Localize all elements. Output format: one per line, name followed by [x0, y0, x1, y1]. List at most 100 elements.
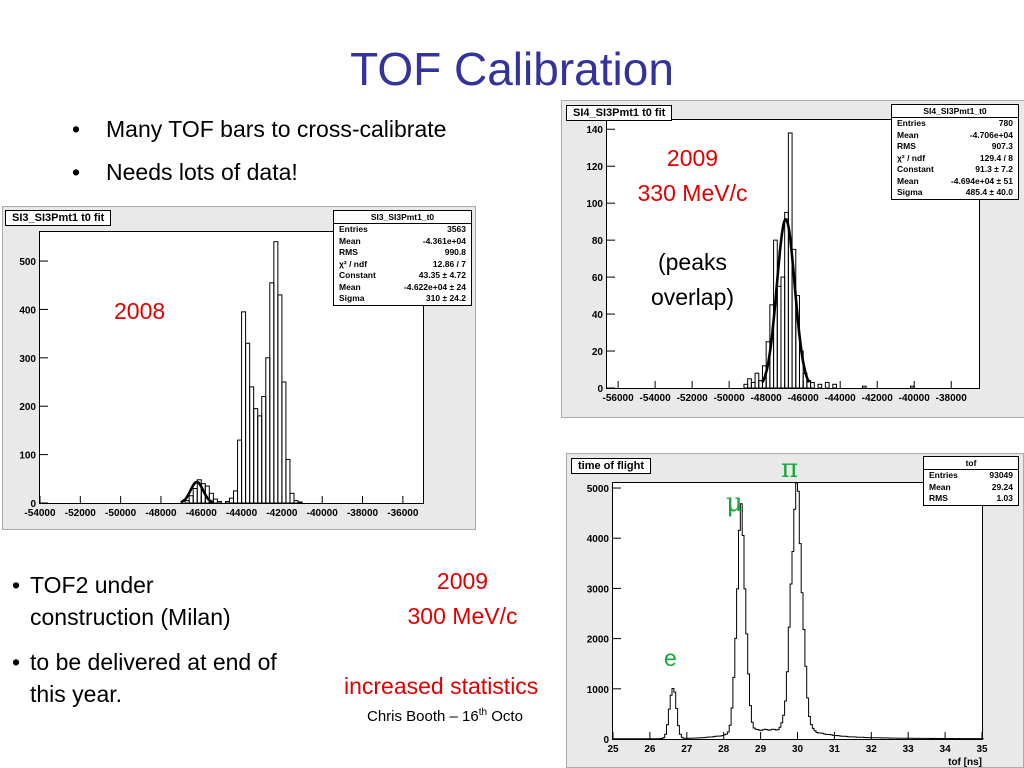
- histogram-bin: [281, 381, 287, 504]
- stats-value: 29.24: [991, 481, 1013, 492]
- stats-key: Mean: [339, 235, 361, 246]
- y-tick-label: 140: [586, 125, 603, 136]
- annotation-tof-year: 2009: [436, 568, 489, 594]
- histogram-bin: [245, 342, 251, 504]
- stats-key: Constant: [339, 270, 376, 280]
- stats-key: Mean: [929, 481, 951, 492]
- tof-spectrum-line: [613, 482, 984, 740]
- x-axis-label: tof [ns]: [948, 757, 982, 767]
- x-tick-label: -40000: [307, 508, 339, 519]
- y-tick-label: 40: [592, 310, 604, 321]
- histogram-bin: [750, 381, 756, 389]
- x-tick-label: 26: [644, 744, 656, 755]
- stats-key: Entries: [929, 470, 958, 480]
- footer-sup: th: [478, 707, 488, 718]
- y-tick-label: 20: [592, 347, 604, 358]
- histogram-bin: [253, 408, 259, 504]
- footer-prefix: Chris Booth – 16: [367, 708, 479, 725]
- stats-value: 780: [998, 118, 1013, 128]
- stats-key: RMS: [897, 141, 916, 151]
- histogram-bin: [233, 490, 239, 504]
- stats-key: RMS: [929, 493, 948, 503]
- histogram-bin: [780, 276, 786, 389]
- y-tick-label: 2000: [587, 635, 610, 646]
- plot-2009-svg: -56000 -54000 -52000 -50000 -48000 -46000 -440…: [586, 125, 967, 404]
- histogram-bin: [747, 378, 752, 389]
- histogram-bin: [289, 492, 295, 504]
- stats-value: 310 ± 24.2: [425, 293, 466, 303]
- annotation-2009-energy: 330 MeV/c: [637, 180, 748, 206]
- annotation-electron: e: [664, 645, 677, 671]
- bullet-delivery-line1: to be delivered at end of: [30, 649, 277, 675]
- histogram-bin: [216, 501, 222, 504]
- gaussian-fit-curve: [180, 480, 214, 504]
- y-tick-label: 300: [19, 354, 36, 365]
- stats-row: Entries 3563: [334, 224, 471, 236]
- x-tick-label: 32: [866, 744, 878, 755]
- histogram-bin: [273, 241, 279, 504]
- stats-row: Mean -4.622e+04 ± 24: [334, 282, 471, 294]
- stats-key: Mean: [339, 281, 361, 292]
- stats-key: Sigma: [897, 187, 923, 197]
- y-tick-label: 80: [592, 236, 604, 247]
- y-tick-label: 60: [592, 273, 604, 284]
- stats-key: χ² / ndf: [339, 258, 368, 269]
- histogram-bin: [824, 381, 830, 389]
- stats-value: 1.03: [996, 493, 1013, 503]
- bullet-tof2-line1: TOF2 under: [30, 572, 154, 598]
- x-tick-label: -36000: [387, 508, 419, 519]
- histogram-bin: [208, 492, 214, 504]
- bullet-delivery-line2: this year.: [30, 681, 123, 707]
- stats-key: RMS: [339, 247, 358, 257]
- stats-key: χ² / ndf: [897, 152, 926, 163]
- y-tick-label: 100: [19, 451, 36, 462]
- stats-value: 12.86 / 7: [432, 258, 466, 269]
- y-tick-label: 0: [30, 499, 36, 510]
- histogram-bin: [810, 381, 815, 389]
- stats-key: Entries: [897, 118, 926, 128]
- stats-row: RMS 907.3: [892, 141, 1018, 153]
- x-tick-label: 34: [940, 744, 952, 755]
- bullet-dot: •: [72, 116, 81, 142]
- bullet-dot: •: [12, 572, 21, 598]
- x-tick-label: 35: [976, 744, 988, 755]
- histogram-bin: [776, 285, 782, 389]
- plot-2008-title: SI3_SI3Pmt1 t0 fit: [5, 210, 112, 226]
- histogram-bin: [861, 385, 867, 389]
- stats-value: 129.4 / 8: [979, 152, 1013, 163]
- stats-row: χ² / ndf 129.4 / 8: [892, 153, 1018, 165]
- plot-2009-panel: -56000 -54000 -52000 -50000 -48000 -46000 -440…: [561, 100, 1024, 418]
- stats-row: Mean -4.694e+04 ± 51: [892, 176, 1018, 188]
- x-tick-label: 33: [903, 744, 915, 755]
- histogram-bin: [257, 415, 263, 504]
- stats-row: RMS 990.8: [334, 247, 471, 259]
- footer-credit: Chris Booth – 16th Octo: [367, 707, 565, 725]
- y-tick-label: 5000: [587, 484, 610, 495]
- stats-row: RMS 1.03: [924, 493, 1018, 505]
- stats-value: 485.4 ± 40.0: [965, 187, 1013, 197]
- annotation-2008: 2008: [114, 298, 166, 324]
- bottom-bullet-list: • TOF2 under construction (Milan) • to b…: [10, 570, 350, 710]
- stats-value: -4.706e+04: [969, 129, 1013, 140]
- x-tick-label: 28: [718, 744, 730, 755]
- histogram-bin: [212, 498, 218, 504]
- histogram-bin: [285, 458, 291, 504]
- stats-row: Entries 780: [892, 118, 1018, 130]
- stats-key: Mean: [897, 175, 919, 186]
- stats-box-header: tof: [924, 457, 1018, 470]
- stats-key: Entries: [339, 224, 368, 234]
- stats-value: 907.3: [991, 141, 1013, 151]
- x-tick-label: -54000: [24, 508, 56, 519]
- plot-tof-frame: [612, 482, 983, 740]
- y-tick-label: 500: [19, 257, 36, 268]
- x-tick-label: -52000: [65, 508, 97, 519]
- x-tick-label: -42000: [266, 508, 298, 519]
- x-tick-label: -42000: [862, 393, 894, 404]
- y-tick-label: 1000: [587, 685, 610, 696]
- stats-row: Entries 93049: [924, 470, 1018, 482]
- annotation-muon: μ: [726, 488, 743, 518]
- stats-row: Mean -4.706e+04: [892, 130, 1018, 142]
- annotation-2009-year: 2009: [666, 145, 719, 171]
- x-tick-label: -54000: [640, 393, 672, 404]
- histogram-bin: [224, 501, 230, 504]
